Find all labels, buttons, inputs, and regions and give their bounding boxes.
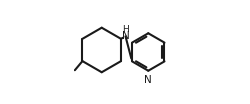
Text: N: N	[144, 75, 152, 85]
Text: H: H	[122, 25, 129, 34]
Text: N: N	[122, 31, 130, 41]
